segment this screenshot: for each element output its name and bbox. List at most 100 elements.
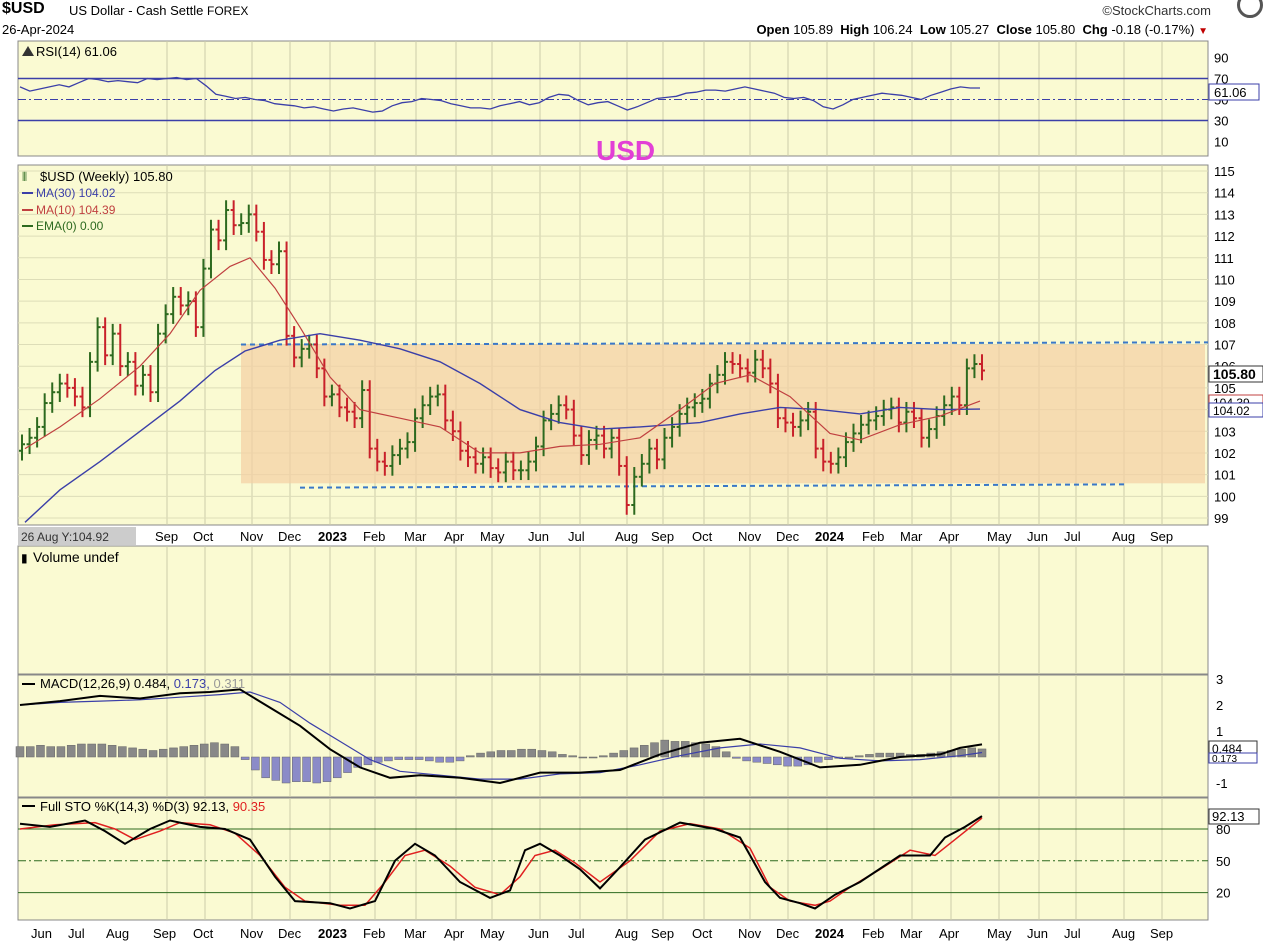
macd-histogram-bar	[773, 756, 782, 766]
price-tick-label: 99	[1214, 511, 1228, 526]
weekly-ohlc-bar	[616, 427, 623, 476]
chart-date: 26-Apr-2024	[2, 22, 75, 37]
macd-tick-label: 2	[1216, 698, 1223, 713]
weekly-ohlc-bar	[979, 354, 985, 381]
macd-histogram-bar	[394, 756, 403, 760]
close-value: 105.80	[1035, 22, 1076, 37]
price-x-label: May	[480, 529, 505, 544]
weekly-ohlc-bar	[865, 410, 872, 435]
weekly-ohlc-bar	[601, 425, 608, 459]
weekly-ohlc-bar	[366, 380, 373, 459]
macd-histogram-bar	[343, 756, 352, 773]
date-readout-box	[18, 527, 136, 545]
weekly-ohlc-bar	[139, 365, 146, 396]
macd-histogram-bar	[486, 751, 496, 758]
sto-tick-label: 50	[1216, 854, 1230, 869]
volume-label: Volume undef	[33, 549, 119, 565]
weekly-ohlc-bar	[570, 399, 577, 446]
weekly-ohlc-bar	[56, 373, 63, 402]
weekly-ohlc-bar	[638, 454, 645, 487]
macd-histogram-bar	[824, 756, 833, 760]
rsi-value-tag: 61.06	[1208, 83, 1260, 101]
price-x-label: Dec	[776, 529, 800, 544]
price-tick-label: 114	[1214, 186, 1235, 201]
weekly-ohlc-bar	[910, 401, 917, 428]
macd-histogram-bar	[97, 743, 107, 758]
weekly-ohlc-bar	[457, 421, 464, 461]
price-tick-label: 110	[1214, 272, 1235, 287]
macd-histogram-bar	[179, 746, 188, 758]
macd-histogram-bar	[261, 756, 270, 779]
weekly-ohlc-bar	[268, 250, 275, 275]
weekly-ohlc-bar	[41, 393, 48, 437]
open-value: 105.89	[793, 22, 834, 37]
bottom-x-label: Oct	[692, 926, 713, 941]
macd-histogram-bar	[159, 748, 168, 758]
price-x-label: Sep	[651, 529, 674, 544]
symbol-description: US Dollar - Cash Settle FOREX	[69, 3, 248, 18]
macd-histogram-bar	[547, 751, 557, 758]
price-tick-label: 102	[1214, 446, 1236, 461]
weekly-ohlc-bar	[215, 219, 222, 251]
weekly-ohlc-bar	[336, 384, 343, 418]
rsi-triangle-icon	[22, 46, 34, 56]
sto-label-d: 90.35	[233, 799, 266, 814]
bottom-x-label: Oct	[193, 926, 214, 941]
bottom-x-label: Sep	[651, 926, 674, 941]
price-x-label: Mar	[900, 529, 923, 544]
macd-histogram-bar	[599, 755, 608, 758]
weekly-ohlc-bar	[396, 438, 403, 465]
price-x-label: Jun	[528, 529, 549, 544]
weekly-ohlc-bar	[192, 291, 199, 337]
macd-histogram-bar	[629, 747, 639, 758]
macd-histogram-bar	[15, 746, 25, 758]
weekly-ohlc-bar	[185, 291, 192, 316]
bottom-x-label: Dec	[776, 926, 800, 941]
weekly-ohlc-bar	[956, 386, 963, 415]
weekly-ohlc-bar	[850, 423, 857, 452]
bottom-x-label: Jun	[31, 926, 52, 941]
bottom-x-label: Jul	[68, 926, 85, 941]
weekly-ohlc-bar	[245, 204, 252, 233]
bottom-x-label: 2023	[318, 926, 347, 941]
down-arrow-icon: ▼	[1198, 26, 1208, 37]
macd-histogram-bar	[435, 756, 444, 763]
weekly-ohlc-bar	[26, 427, 33, 455]
price-x-label: Feb	[363, 529, 385, 544]
weekly-ohlc-bar	[684, 397, 691, 424]
macd-histogram-bar	[844, 756, 854, 759]
weekly-ohlc-bar	[623, 456, 630, 515]
price-x-label: Jul	[1064, 529, 1081, 544]
macd-histogram-bar	[517, 748, 526, 758]
weekly-ohlc-bar	[706, 373, 713, 409]
macd-histogram-bar	[537, 750, 547, 758]
macd-histogram-bar	[25, 746, 35, 758]
settings-circle-icon[interactable]	[1237, 0, 1263, 18]
macd-histogram-bar	[425, 756, 434, 762]
svg-text:104.02: 104.02	[1213, 404, 1250, 418]
price-tick-label: 107	[1214, 338, 1236, 353]
macd-histogram-bar	[445, 756, 455, 763]
bottom-x-label: Mar	[900, 926, 923, 941]
sto-tick-label: 20	[1216, 886, 1230, 901]
macd-histogram-bar	[302, 756, 311, 782]
weekly-ohlc-bar	[631, 467, 638, 515]
weekly-ohlc-bar	[827, 451, 834, 474]
brand[interactable]: ©StockCharts.com	[1102, 3, 1211, 18]
bottom-x-label: Mar	[404, 926, 427, 941]
macd-histogram-bar	[721, 751, 731, 758]
weekly-ohlc-bar	[472, 447, 479, 474]
weekly-ohlc-bar	[948, 386, 955, 415]
range-top-dashed-line	[240, 341, 1209, 346]
macd-line	[19, 688, 983, 785]
macd-histogram-bar	[476, 752, 485, 758]
weekly-ohlc-bar	[162, 304, 169, 344]
price-x-label: Nov	[240, 529, 264, 544]
macd-histogram-bar	[118, 746, 127, 758]
weekly-ohlc-bar	[344, 397, 351, 422]
weekly-ohlc-bar	[223, 200, 230, 251]
bottom-x-label: Aug	[615, 926, 638, 941]
price-tick-label: 112	[1214, 229, 1235, 244]
range-box	[240, 341, 1209, 489]
